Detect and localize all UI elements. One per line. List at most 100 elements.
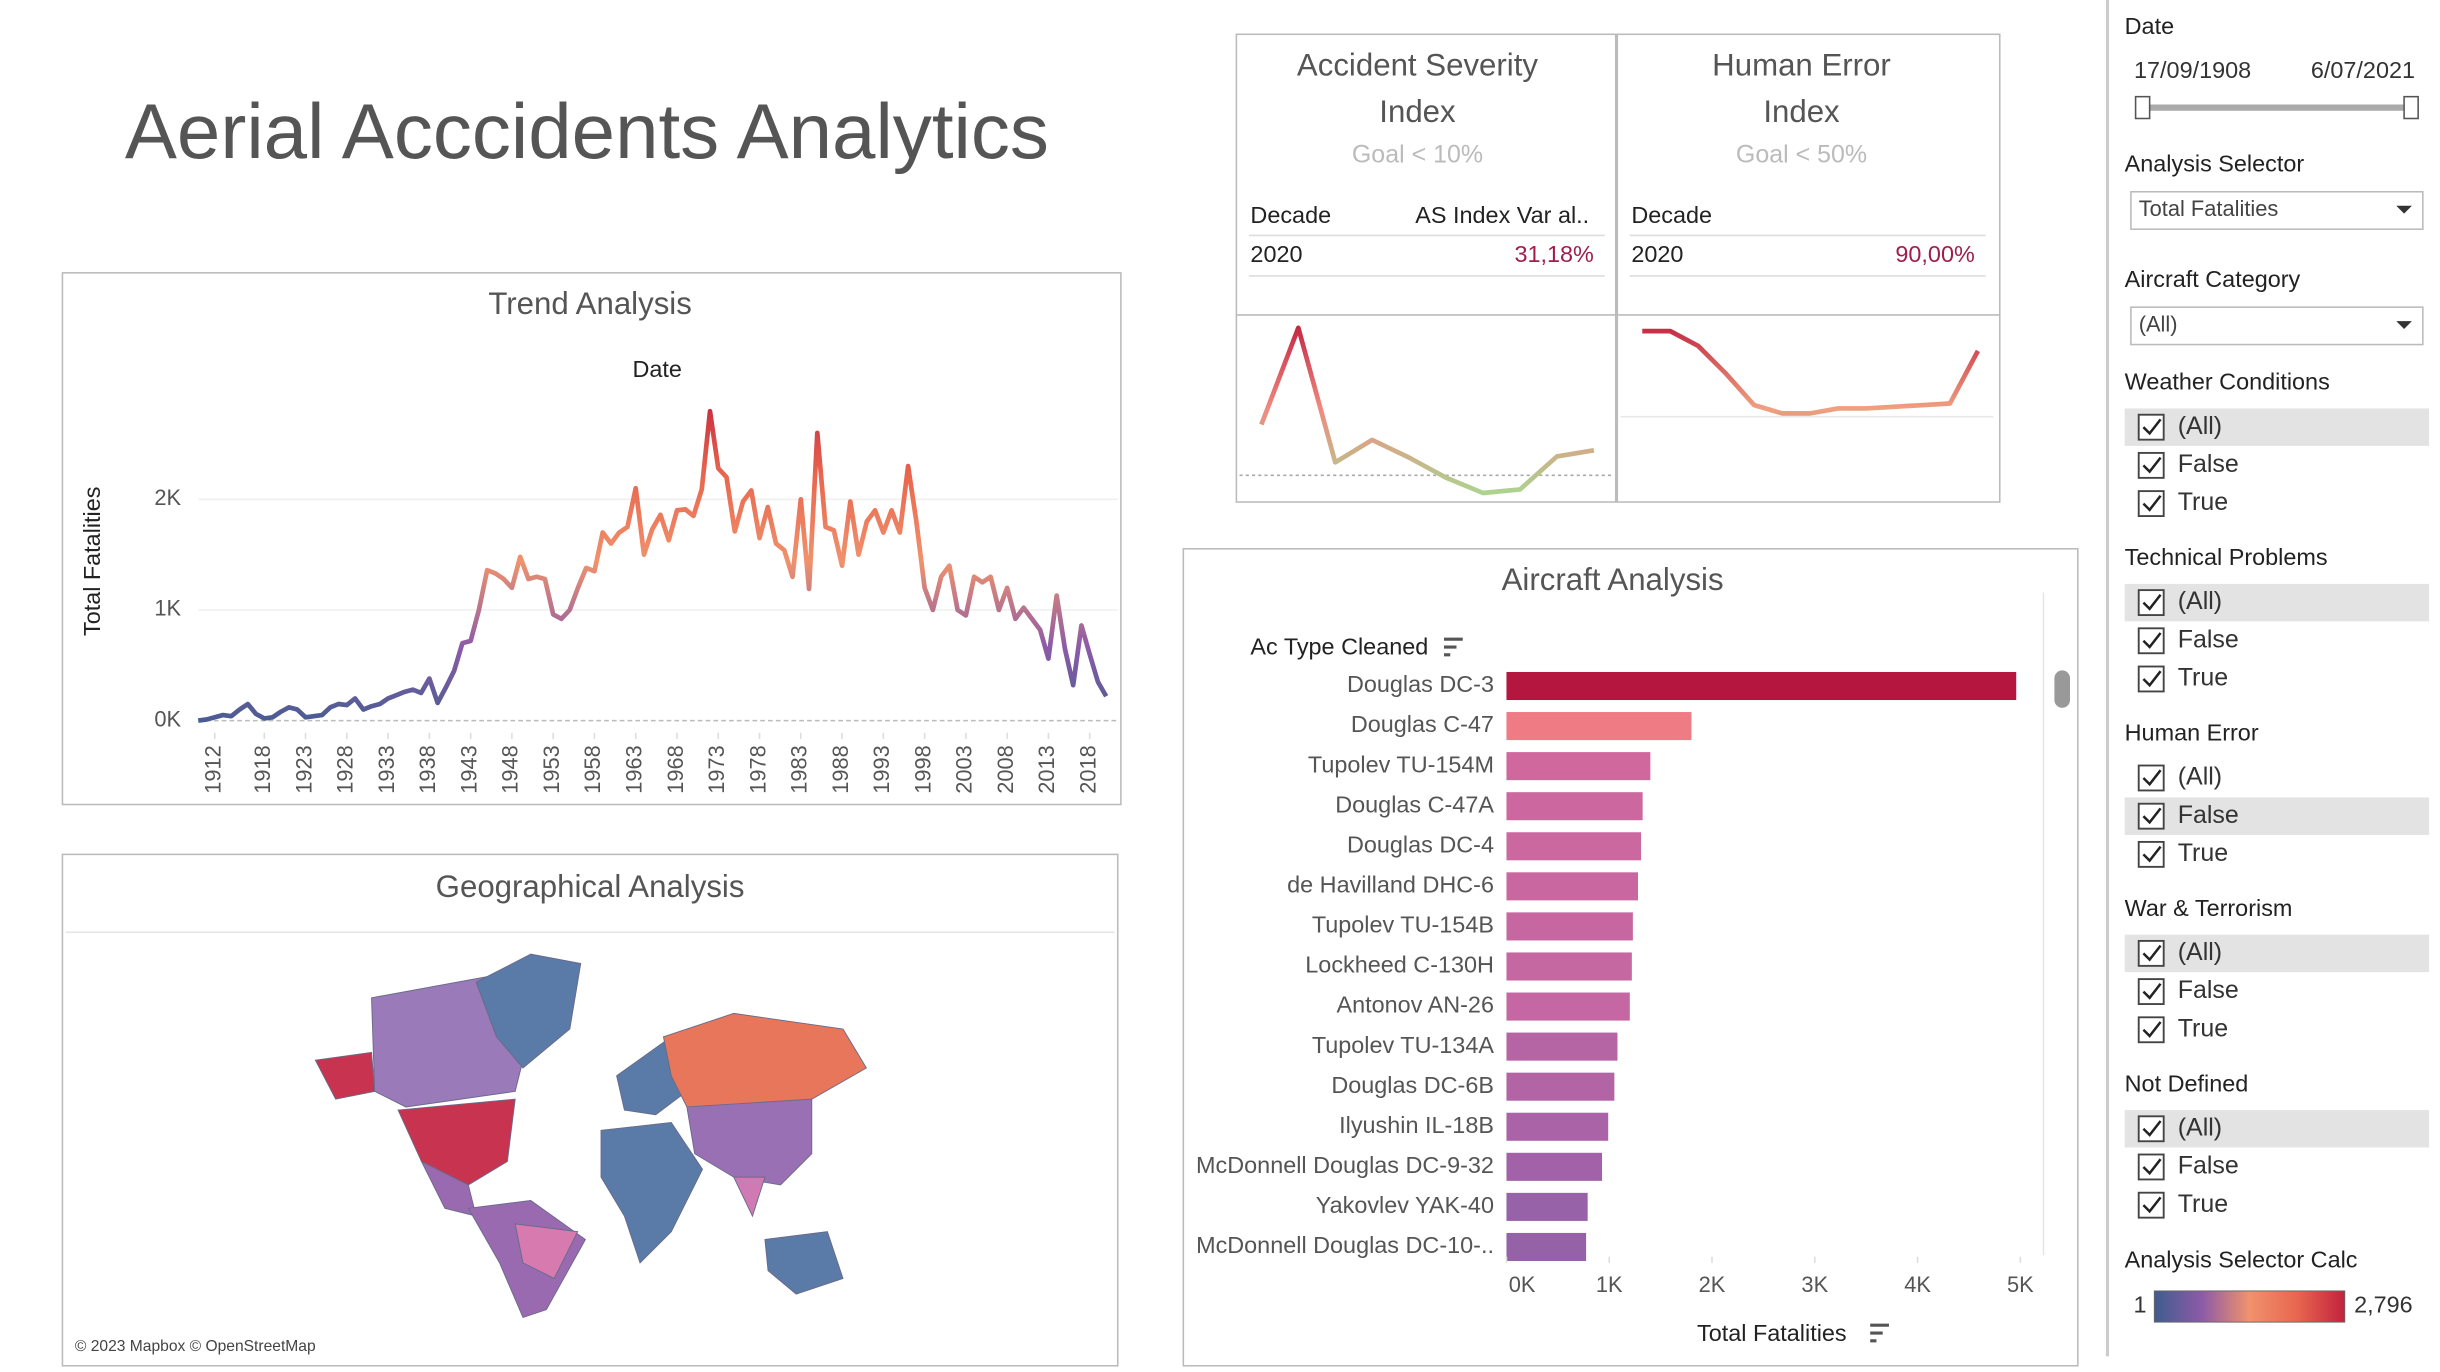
x-tick-label: 1993 <box>869 745 894 794</box>
check <box>2142 807 2162 825</box>
option-label[interactable]: False <box>2178 1152 2239 1180</box>
check <box>2142 418 2162 436</box>
checkbox[interactable] <box>2137 1153 2165 1181</box>
checkbox[interactable] <box>2137 764 2165 792</box>
checkbox[interactable] <box>2137 802 2165 830</box>
map-panel <box>61 853 1119 1367</box>
x-tick-label: 4K <box>1904 1272 1931 1297</box>
x-tick-label: 1953 <box>539 745 564 794</box>
table-cell: 31,18% <box>1514 241 1593 267</box>
scrollbar[interactable] <box>2054 670 2071 708</box>
legend-bar <box>2153 1290 2346 1323</box>
checkbox[interactable] <box>2137 939 2165 967</box>
filter-label: Technical Problems <box>2125 544 2328 570</box>
map-credit: © 2023 Mapbox © OpenStreetMap <box>75 1338 316 1355</box>
sort-icon[interactable] <box>1444 637 1463 657</box>
highlight <box>2124 797 2430 835</box>
highlight <box>2124 583 2430 622</box>
option-label[interactable]: False <box>2178 450 2239 478</box>
option-label[interactable]: (All) <box>2178 587 2222 615</box>
map-region <box>662 1012 868 1108</box>
x-tick-label: 1K <box>1596 1272 1623 1297</box>
slider-handle[interactable] <box>2403 95 2419 120</box>
checkbox[interactable] <box>2137 978 2165 1005</box>
category-label: McDonnell Douglas DC-10-.. <box>1196 1232 1494 1258</box>
chart-title: Geographical Analysis <box>436 869 745 904</box>
filter-label: Human Error <box>2125 720 2259 746</box>
checkbox[interactable] <box>2137 1191 2165 1219</box>
checkbox[interactable] <box>2137 413 2165 441</box>
category-header: Ac Type Cleaned <box>1250 634 1428 660</box>
option-label[interactable]: (All) <box>2178 763 2222 791</box>
trend-panel <box>61 272 1122 806</box>
option-label[interactable]: False <box>2178 976 2239 1004</box>
world-map <box>314 953 868 1319</box>
map-region <box>686 1098 813 1186</box>
kpi-title: Accident Severity <box>1297 47 1539 82</box>
chart-title: Trend Analysis <box>488 286 692 321</box>
kpi-title: Human Error <box>1712 47 1891 82</box>
x-tick-label: 2003 <box>952 745 977 794</box>
x-tick-label: 0K <box>1509 1272 1536 1297</box>
kpi-goal: Goal < 10% <box>1352 141 1483 169</box>
checkbox[interactable] <box>2137 627 2165 655</box>
map-region <box>475 953 582 1069</box>
option-label[interactable]: True <box>2178 664 2228 692</box>
x-tick-label: 1988 <box>828 745 853 794</box>
bar <box>1506 1152 1603 1181</box>
legend-max: 2,796 <box>2354 1292 2413 1318</box>
checkbox[interactable] <box>2137 1115 2165 1143</box>
option-label[interactable]: True <box>2178 1014 2228 1042</box>
check <box>2142 944 2162 962</box>
check <box>2142 769 2162 787</box>
checkbox[interactable] <box>2137 451 2165 479</box>
y-tick-label: 2K <box>154 485 181 510</box>
slider-handle[interactable] <box>2134 95 2151 120</box>
x-tick-label: 2K <box>1699 1272 1726 1297</box>
filter-label: Analysis Selector <box>2125 150 2305 176</box>
bar <box>1506 752 1651 781</box>
map-region <box>514 1223 579 1280</box>
x-tick-label: 1943 <box>456 745 481 794</box>
kpi-panel <box>1616 33 2001 503</box>
option-label[interactable]: True <box>2178 1190 2228 1218</box>
checkbox[interactable] <box>2137 665 2165 693</box>
option-label[interactable]: False <box>2178 625 2239 653</box>
check <box>2142 456 2162 474</box>
filter-label: Aircraft Category <box>2125 266 2301 292</box>
checkbox[interactable] <box>2137 490 2165 517</box>
filter-label: Not Defined <box>2125 1070 2249 1096</box>
filter-label: War & Terrorism <box>2125 895 2293 921</box>
x-tick-label: 1973 <box>704 745 729 794</box>
dropdown-arrow <box>2396 321 2412 329</box>
dropdown[interactable] <box>2130 190 2424 230</box>
checkbox[interactable] <box>2137 589 2165 616</box>
checkbox[interactable] <box>2137 1016 2165 1044</box>
highlight <box>2124 1110 2430 1148</box>
checkbox[interactable] <box>2137 840 2165 868</box>
map-region <box>600 1122 704 1264</box>
check <box>2142 632 2162 649</box>
option-label[interactable]: True <box>2178 488 2228 516</box>
option-label[interactable]: (All) <box>2178 1113 2222 1141</box>
x-tick-label: 3K <box>1801 1272 1828 1297</box>
dropdown[interactable] <box>2130 306 2424 346</box>
check <box>2142 1021 2162 1038</box>
category-label: Antonov AN-26 <box>1337 992 1494 1018</box>
kpi-title: Index <box>1763 94 1840 129</box>
check <box>2142 594 2162 611</box>
category-label: Tupolev TU-154M <box>1308 751 1494 777</box>
x-tick-label: 2018 <box>1075 745 1100 794</box>
check <box>2142 845 2162 863</box>
x-tick-label: 1983 <box>787 745 812 794</box>
option-label[interactable]: True <box>2178 839 2228 867</box>
x-tick-label: 1958 <box>580 745 605 794</box>
dropdown-value: (All) <box>2139 312 2178 337</box>
category-label: Ilyushin IL-18B <box>1339 1112 1494 1138</box>
sort-icon[interactable] <box>1870 1323 1889 1343</box>
option-label[interactable]: (All) <box>2178 938 2222 966</box>
bar <box>1506 792 1643 821</box>
option-label[interactable]: False <box>2178 801 2239 829</box>
option-label[interactable]: (All) <box>2178 412 2222 440</box>
